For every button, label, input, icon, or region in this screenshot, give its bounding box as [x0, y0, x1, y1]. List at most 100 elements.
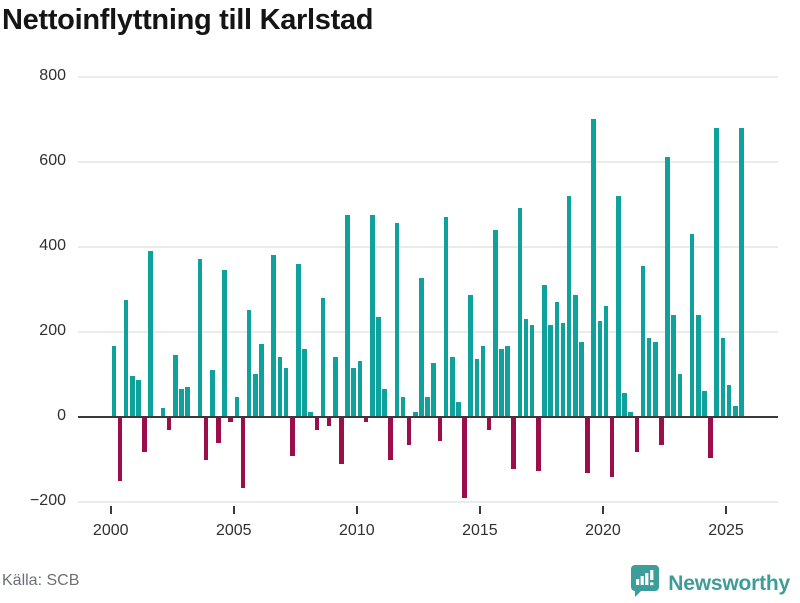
bar-2018Q2 [560, 323, 566, 417]
bar-2017Q1 [529, 325, 535, 417]
bar-2003Q4 [203, 417, 209, 460]
bar-2025Q2 [732, 405, 738, 417]
bar-2024Q1 [702, 391, 707, 417]
x-axis-label-2000: 2000 [92, 522, 129, 539]
bar-2018Q4 [572, 295, 578, 417]
y-axis-label-200: 200 [39, 321, 66, 339]
bar-2015Q1 [480, 346, 486, 417]
bar-2012Q1 [406, 417, 412, 446]
bar-2023Q4 [696, 314, 701, 417]
bar-2020Q3 [616, 195, 621, 417]
newsworthy-wordmark: Newsworthy [668, 571, 790, 595]
bar-2016Q4 [523, 318, 529, 417]
bar-2002Q3 [173, 354, 178, 417]
bar-2006Q1 [259, 344, 264, 417]
x-axis-label-2025: 2025 [708, 522, 744, 539]
bar-2000Q1 [111, 346, 117, 417]
bar-2012Q4 [425, 397, 430, 417]
bar-2006Q4 [277, 357, 283, 417]
bar-2016Q2 [511, 417, 517, 469]
bar-2021Q1 [628, 412, 633, 417]
bar-2022Q1 [652, 342, 658, 417]
bar-2018Q3 [566, 195, 572, 417]
bar-2020Q4 [622, 393, 627, 417]
bar-2004Q3 [222, 269, 227, 417]
bar-2014Q4 [474, 359, 480, 417]
page-title: Nettoinflyttning till Karlstad [2, 4, 374, 36]
bar-2021Q3 [640, 265, 646, 417]
bar-2009Q3 [345, 214, 350, 417]
bar-2011Q3 [394, 223, 400, 417]
bar-2013Q3 [443, 216, 449, 417]
bar-2017Q2 [536, 417, 541, 471]
x-axis-label-2005: 2005 [215, 522, 252, 539]
bar-2003Q3 [197, 259, 203, 417]
bar-2016Q3 [517, 208, 523, 417]
bar-2007Q2 [289, 417, 295, 456]
bar-2022Q2 [659, 417, 664, 446]
bar-2008Q1 [308, 412, 313, 417]
newsworthy-branding: Newsworthy [630, 564, 790, 603]
bar-2023Q1 [677, 374, 683, 417]
bar-2021Q4 [646, 337, 652, 417]
source-caption: Källa: SCB [2, 572, 80, 589]
bar-2008Q2 [314, 417, 320, 431]
bar-2025Q1 [726, 384, 732, 417]
x-axis-tick-2010 [355, 506, 358, 514]
bar-2015Q4 [499, 348, 504, 417]
bar-2008Q4 [326, 417, 332, 426]
y-axis-label-0: 0 [57, 406, 66, 424]
bar-2004Q2 [216, 417, 221, 443]
bar-2009Q4 [351, 367, 357, 417]
bar-2002Q1 [160, 408, 166, 417]
bar-2012Q2 [412, 412, 418, 417]
bar-2004Q1 [209, 369, 215, 417]
bar-2009Q2 [339, 417, 344, 465]
bar-2017Q4 [548, 325, 553, 417]
gridline--200 [78, 500, 778, 503]
bar-2001Q1 [136, 380, 141, 417]
y-axis-label-800: 800 [39, 66, 66, 84]
y-axis-label--200: −200 [29, 491, 66, 509]
bar-2014Q1 [456, 401, 461, 417]
x-axis-tick-2000 [109, 506, 112, 514]
x-axis-tick-2020 [601, 506, 604, 514]
bar-2011Q1 [382, 388, 387, 417]
bar-2021Q2 [634, 417, 640, 452]
bar-2010Q2 [363, 417, 369, 422]
bar-2003Q1 [185, 386, 190, 417]
x-axis-tick-2005 [232, 506, 235, 514]
bar-2011Q2 [388, 417, 393, 460]
bar-2025Q3 [739, 127, 744, 417]
gridline-600 [78, 160, 778, 163]
y-axis-label-400: 400 [39, 236, 66, 254]
bar-2024Q2 [708, 417, 713, 458]
bar-2014Q3 [468, 295, 473, 417]
y-axis-label-600: 600 [39, 151, 66, 169]
gridline-800 [78, 75, 778, 78]
bar-2018Q1 [554, 301, 560, 417]
bar-2005Q1 [234, 397, 240, 417]
bar-2016Q1 [505, 346, 510, 417]
bar-2019Q3 [591, 119, 597, 417]
bar-2019Q1 [579, 342, 584, 417]
gridline-0 [78, 415, 778, 418]
bar-2024Q3 [714, 127, 720, 417]
bar-2007Q4 [302, 348, 307, 417]
newsworthy-logo-icon [630, 564, 660, 603]
bar-2013Q4 [449, 357, 455, 417]
bar-2001Q2 [142, 417, 147, 452]
bar-2013Q2 [437, 417, 443, 441]
bar-2014Q2 [462, 417, 467, 499]
bar-2019Q4 [597, 320, 603, 417]
bar-2020Q1 [603, 306, 609, 417]
bar-2024Q4 [720, 337, 726, 417]
bar-2013Q1 [431, 363, 437, 417]
bar-2012Q3 [419, 278, 424, 417]
bar-2006Q3 [271, 255, 277, 417]
bar-2010Q3 [369, 214, 375, 417]
bar-2015Q3 [492, 229, 498, 417]
bar-2019Q2 [585, 417, 590, 473]
bar-2005Q3 [246, 310, 252, 417]
bar-2009Q1 [333, 357, 338, 417]
